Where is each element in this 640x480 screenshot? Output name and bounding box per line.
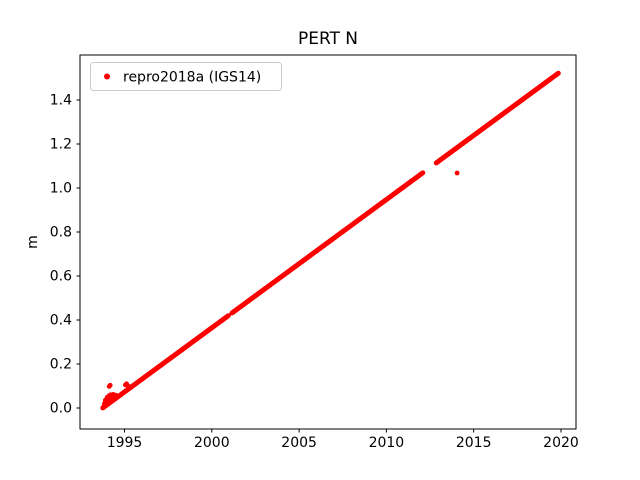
y-tick-label: 1.4 [50,92,72,108]
legend-box [90,62,282,91]
chart-title: PERT N [298,29,358,49]
legend: repro2018a (IGS14) [90,62,282,91]
y-tick-label: 1.2 [50,136,72,152]
axis-ticks: 1995 2000 2005 2010 2015 2020 0.0 0.2 0.4 0.6 0.8 1… [50,92,579,451]
x-tick-label: 2010 [369,435,405,451]
y-axis-label: m [25,235,41,249]
y-tick-label: 0.8 [50,224,72,240]
x-tick-label: 1995 [107,435,143,451]
data-points [100,70,561,411]
legend-label: repro2018a (IGS14) [123,70,261,86]
legend-marker-icon [104,73,110,80]
x-tick-label: 2000 [194,435,230,451]
x-tick-label: 2005 [281,435,317,451]
y-tick-label: 0.2 [50,356,72,372]
x-tick-label: 2020 [543,435,579,451]
y-tick-label: 0.0 [50,400,72,416]
axes-spines [79,54,577,430]
y-tick-label: 0.4 [50,312,72,328]
x-tick-label: 2015 [456,435,492,451]
y-tick-label: 0.6 [50,268,72,284]
y-tick-label: 1.0 [50,180,72,196]
